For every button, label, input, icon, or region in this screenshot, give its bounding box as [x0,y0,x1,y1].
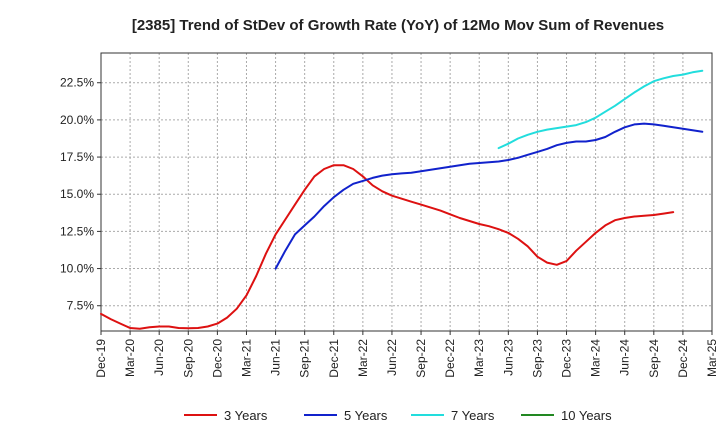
y-tick-label: 15.0% [60,187,94,201]
x-tick-label: Dec-23 [560,339,574,378]
legend: 3 Years 5 Years 7 Years 10 Years [184,408,612,423]
x-tick-label: Dec-20 [210,339,224,378]
x-tick-label: Sep-22 [414,339,428,378]
x-tick-label: Mar-20 [123,339,137,377]
x-tick-label: Dec-19 [94,339,108,378]
y-tick-label: 7.5% [67,299,95,313]
x-tick-label: Mar-22 [356,339,370,377]
y-tick-label: 20.0% [60,113,94,127]
y-axis: 7.5% 10.0% 12.5% 15.0% 17.5% 20.0% 22.5% [60,76,101,313]
y-tick-label: 17.5% [60,150,94,164]
x-tick-label: Sep-23 [530,339,544,378]
y-tick-label: 10.0% [60,262,94,276]
x-tick-label: Dec-22 [443,339,457,378]
series-line-3-years [100,164,675,330]
x-tick-label: Mar-25 [705,339,719,377]
x-tick-label: Mar-23 [472,339,486,377]
x-tick-label: Mar-21 [239,339,253,377]
x-tick-label: Jun-21 [269,339,283,376]
legend-label: 5 Years [344,408,388,423]
grid-layer [100,53,713,331]
x-axis: Dec-19 Mar-20 Jun-20 Sep-20 Dec-20 Mar-21 Jun-… [94,331,719,378]
x-tick-label: Mar-24 [589,339,603,377]
x-tick-label: Sep-24 [647,339,661,378]
x-tick-label: Jun-20 [152,339,166,376]
plot-frame [100,52,713,332]
series-line-7-years [497,69,704,150]
x-tick-label: Jun-23 [501,339,515,376]
x-tick-label: Sep-20 [181,339,195,378]
y-tick-label: 12.5% [60,224,94,238]
x-tick-label: Dec-21 [327,339,341,378]
y-tick-label: 22.5% [60,76,94,90]
x-tick-label: Dec-24 [676,339,690,378]
series-layer [100,69,704,330]
series-line-5-years [274,122,704,270]
legend-label: 3 Years [224,408,268,423]
chart-title: [2385] Trend of StDev of Growth Rate (Yo… [132,17,664,34]
legend-label: 10 Years [561,408,612,423]
x-tick-label: Jun-22 [385,339,399,376]
legend-label: 7 Years [451,408,495,423]
x-tick-label: Jun-24 [618,339,632,376]
x-tick-label: Sep-21 [298,339,312,378]
